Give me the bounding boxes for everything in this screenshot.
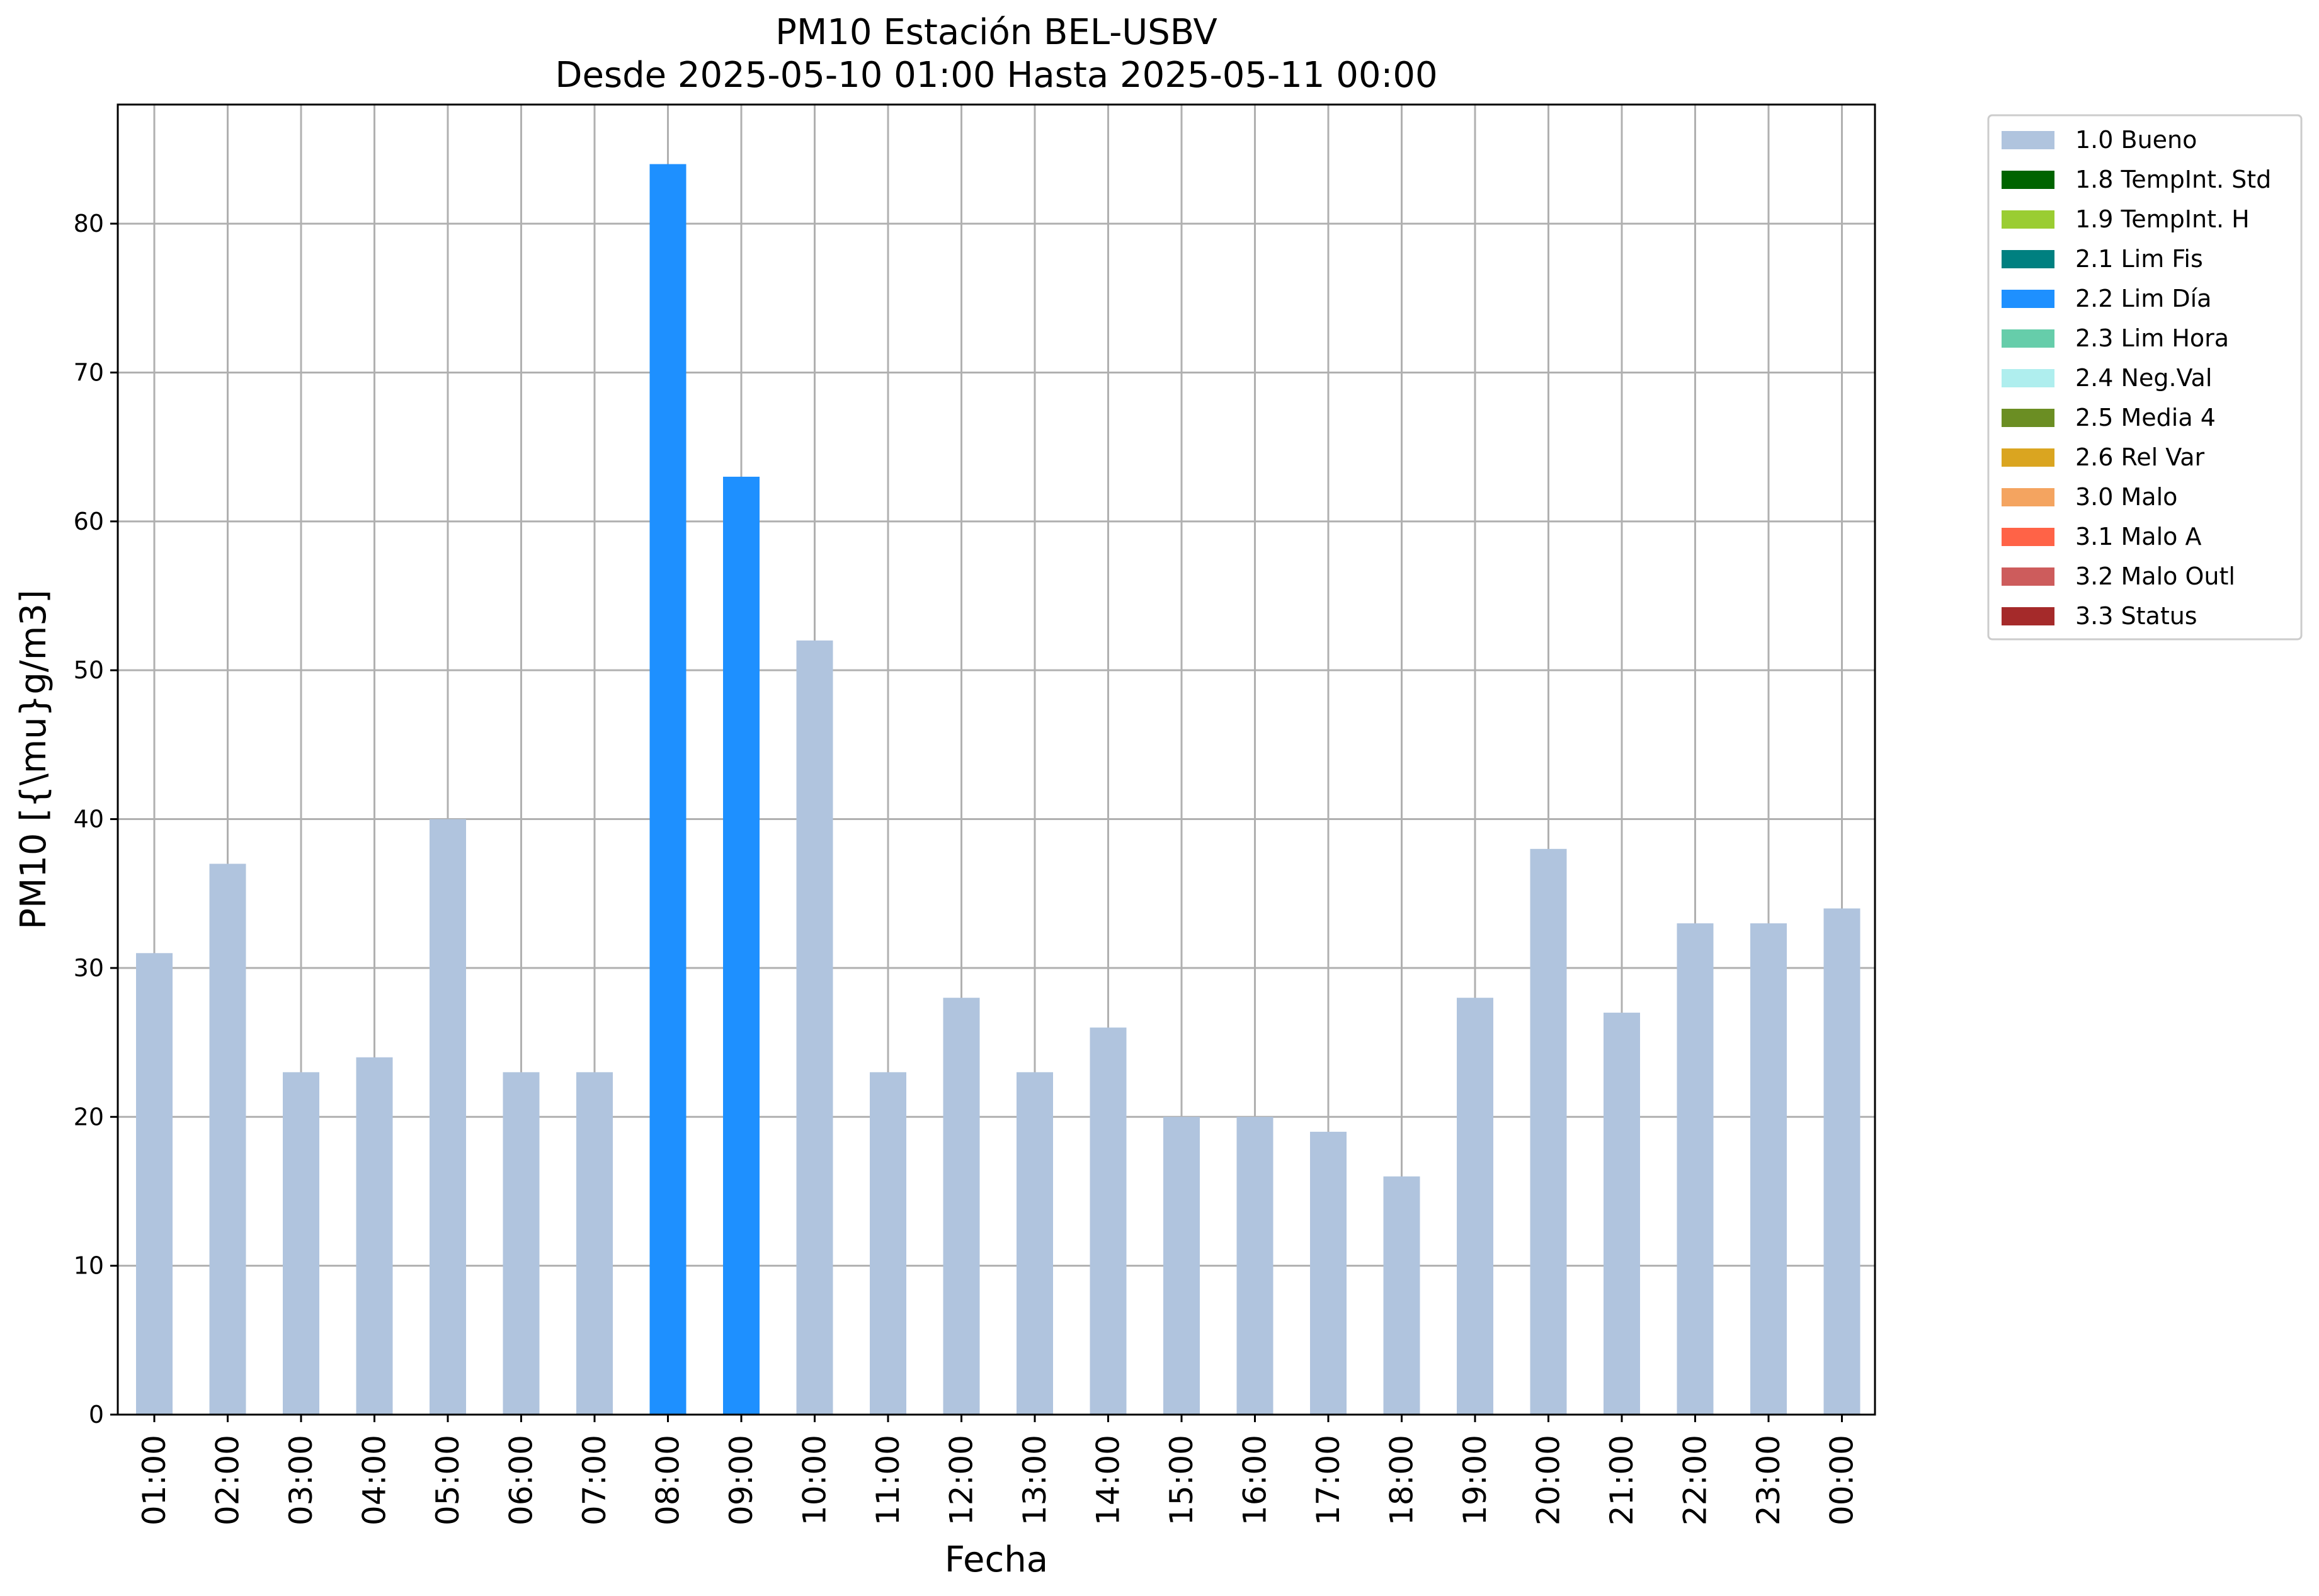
x-tick-label: 04:00 — [356, 1435, 393, 1525]
x-tick-label: 18:00 — [1384, 1435, 1420, 1525]
legend-swatch — [2002, 131, 2054, 149]
x-tick-label: 07:00 — [576, 1435, 613, 1525]
x-tick-label: 01:00 — [136, 1435, 173, 1525]
y-tick-label: 20 — [74, 1103, 104, 1131]
bar-0700 — [576, 1072, 613, 1415]
legend-swatch — [2002, 528, 2054, 546]
bars — [136, 164, 1860, 1415]
bar-0300 — [283, 1072, 319, 1415]
legend-label: 2.5 Media 4 — [2075, 404, 2216, 431]
legend-swatch — [2002, 607, 2054, 625]
bar-0200 — [209, 864, 246, 1415]
legend-swatch — [2002, 448, 2054, 467]
legend-label: 2.3 Lim Hora — [2075, 324, 2229, 352]
legend-swatch — [2002, 210, 2054, 229]
x-tick-label: 16:00 — [1237, 1435, 1273, 1525]
bar-0400 — [356, 1057, 393, 1415]
bar-1600 — [1236, 1117, 1273, 1415]
y-tick-label: 60 — [74, 508, 104, 535]
bar-1900 — [1457, 998, 1493, 1415]
legend-label: 1.0 Bueno — [2075, 126, 2197, 154]
bar-1700 — [1310, 1131, 1347, 1415]
bar-0800 — [649, 164, 687, 1415]
legend-swatch — [2002, 329, 2054, 348]
legend-label: 3.3 Status — [2075, 602, 2197, 630]
legend-frame — [1987, 114, 2303, 641]
bar-1100 — [870, 1072, 906, 1415]
bar-2100 — [1604, 1012, 1640, 1415]
bar-1200 — [943, 998, 980, 1415]
x-tick-label: 17:00 — [1310, 1435, 1347, 1525]
y-tick-label: 80 — [74, 210, 104, 237]
bar-0000 — [1823, 908, 1860, 1415]
legend-label: 1.9 TempInt. H — [2075, 205, 2250, 233]
bar-1000 — [796, 640, 833, 1415]
plot-area: 0 10 20 30 40 50 60 70 80 01:00 02:00 03:00 04:00 05… — [74, 103, 1876, 1525]
legend-swatch — [2002, 290, 2054, 308]
x-tick-label: 05:00 — [430, 1435, 466, 1525]
y-tick-label: 50 — [74, 656, 104, 684]
y-axis-label: PM10 [{\mu}g/m3] — [13, 590, 54, 930]
bar-1800 — [1383, 1176, 1420, 1415]
chart-subtitle: Desde 2025-05-10 01:00 Hasta 2025-05-11 … — [555, 55, 1437, 96]
legend-swatch — [2002, 567, 2054, 586]
legend-swatch — [2002, 369, 2054, 387]
y-axis-ticks: 0 10 20 30 40 50 60 70 80 — [74, 210, 118, 1428]
plot-background — [118, 105, 1875, 1415]
legend-swatch — [2002, 250, 2054, 268]
x-tick-label: 02:00 — [210, 1435, 246, 1525]
plot-frame — [117, 103, 1876, 1416]
x-tick-label: 15:00 — [1163, 1435, 1200, 1525]
y-tick-label: 10 — [74, 1252, 104, 1280]
x-tick-label: 11:00 — [870, 1435, 906, 1525]
x-tick-label: 00:00 — [1824, 1435, 1860, 1525]
x-tick-label: 22:00 — [1677, 1435, 1714, 1525]
bar-0600 — [503, 1072, 540, 1415]
bar-0100 — [136, 953, 173, 1415]
y-tick-label: 0 — [89, 1401, 104, 1428]
chart-title: PM10 Estación BEL-USBV — [775, 12, 1217, 53]
x-tick-label: 03:00 — [283, 1435, 319, 1525]
x-axis-label: Fecha — [945, 1539, 1048, 1580]
bar-2300 — [1750, 923, 1787, 1415]
y-tick-label: 70 — [74, 358, 104, 386]
y-tick-label: 30 — [74, 954, 104, 982]
x-tick-label: 08:00 — [650, 1435, 687, 1525]
x-tick-label: 23:00 — [1750, 1435, 1787, 1525]
legend-label: 2.4 Neg.Val — [2075, 364, 2212, 392]
legend-label: 3.2 Malo Outl — [2075, 562, 2235, 590]
legend-swatch — [2002, 409, 2054, 427]
legend-label: 1.8 TempInt. Std — [2075, 166, 2271, 193]
x-tick-label: 21:00 — [1604, 1435, 1640, 1525]
x-tick-label: 09:00 — [723, 1435, 760, 1525]
x-tick-label: 12:00 — [943, 1435, 980, 1525]
bar-1500 — [1163, 1117, 1200, 1415]
legend-label: 2.6 Rel Var — [2075, 443, 2205, 471]
bar-0900 — [723, 476, 760, 1415]
legend-swatch — [2002, 171, 2054, 189]
bar-0500 — [430, 819, 466, 1415]
bar-1400 — [1090, 1027, 1127, 1415]
legend: 1.0 Bueno 1.8 TempInt. Std 1.9 TempInt. H 2… — [1987, 114, 2303, 641]
y-tick-label: 40 — [74, 806, 104, 833]
bar-1300 — [1017, 1072, 1053, 1415]
x-tick-label: 14:00 — [1090, 1435, 1127, 1525]
bar-2200 — [1677, 923, 1714, 1415]
legend-entries: 1.0 Bueno 1.8 TempInt. Std 1.9 TempInt. H 2… — [2002, 126, 2271, 630]
bar-2000 — [1530, 848, 1567, 1415]
legend-label: 3.0 Malo — [2075, 483, 2177, 511]
x-tick-label: 06:00 — [503, 1435, 540, 1525]
x-tick-label: 19:00 — [1457, 1435, 1493, 1525]
legend-swatch — [2002, 488, 2054, 506]
legend-label: 3.1 Malo A — [2075, 523, 2201, 550]
x-axis-ticks: 01:00 02:00 03:00 04:00 05:00 06:00 07:00 08:00… — [136, 1415, 1860, 1525]
x-tick-label: 13:00 — [1017, 1435, 1053, 1525]
x-tick-label: 20:00 — [1530, 1435, 1567, 1525]
legend-label: 2.2 Lim Día — [2075, 285, 2211, 312]
legend-label: 2.1 Lim Fis — [2075, 245, 2203, 273]
x-tick-label: 10:00 — [797, 1435, 833, 1525]
